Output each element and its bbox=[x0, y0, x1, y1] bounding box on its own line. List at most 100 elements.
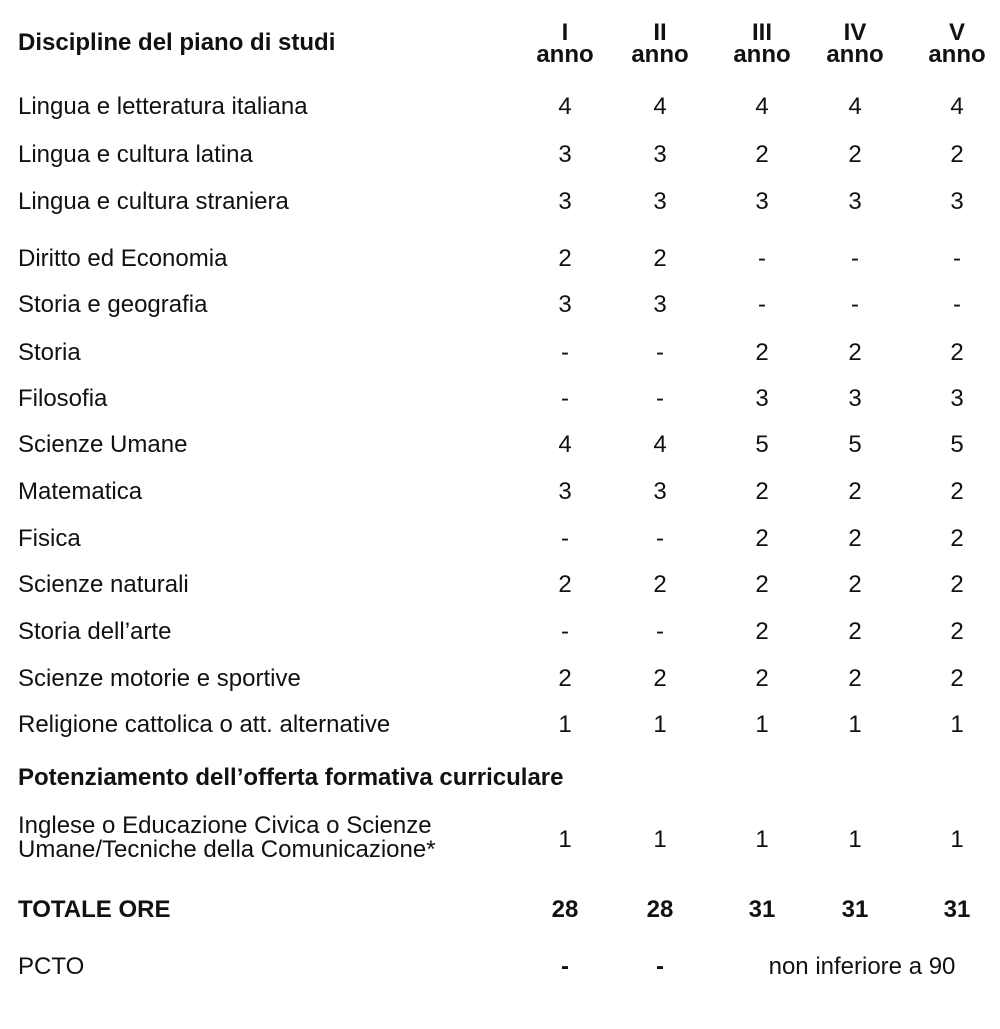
row-value: 2 bbox=[558, 665, 572, 692]
row-value: 2 bbox=[755, 525, 769, 552]
row-value: 2 bbox=[653, 665, 667, 692]
column-numeral: I bbox=[561, 19, 569, 46]
row-name: Storia e geografia bbox=[18, 291, 208, 318]
row-value: 2 bbox=[848, 618, 862, 645]
extra-value: 1 bbox=[653, 826, 667, 853]
row-value: 2 bbox=[848, 525, 862, 552]
row-name: Lingua e cultura latina bbox=[18, 141, 253, 168]
row-value: 3 bbox=[558, 188, 572, 215]
row-value: 2 bbox=[755, 478, 769, 505]
row-value: 3 bbox=[848, 188, 862, 215]
row-name: Scienze Umane bbox=[18, 431, 188, 458]
row-value: 3 bbox=[848, 385, 862, 412]
row-value: 4 bbox=[950, 93, 964, 120]
row-value: 4 bbox=[558, 431, 572, 458]
row-value: - bbox=[758, 245, 766, 272]
row-name: Scienze naturali bbox=[18, 571, 189, 598]
row-value: 1 bbox=[950, 711, 964, 738]
extra-name: Inglese o Educazione Civica o Scienze bbox=[18, 812, 432, 839]
row-value: 4 bbox=[848, 93, 862, 120]
row-value: 2 bbox=[755, 665, 769, 692]
row-value: - bbox=[851, 291, 859, 318]
row-value: 2 bbox=[848, 478, 862, 505]
row-value: 2 bbox=[950, 618, 964, 645]
row-value: 3 bbox=[653, 478, 667, 505]
row-value: 3 bbox=[558, 291, 572, 318]
row-value: - bbox=[656, 339, 664, 366]
extra-value: 1 bbox=[558, 826, 572, 853]
row-value: - bbox=[561, 339, 569, 366]
total-value: 31 bbox=[943, 896, 971, 923]
row-value: - bbox=[656, 385, 664, 412]
extra-value: 1 bbox=[755, 826, 769, 853]
row-value: 3 bbox=[950, 385, 964, 412]
column-numeral: IV bbox=[843, 19, 867, 46]
row-value: - bbox=[561, 618, 569, 645]
row-value: - bbox=[953, 291, 961, 318]
row-value: 3 bbox=[653, 141, 667, 168]
total-value: 31 bbox=[841, 896, 869, 923]
column-unit: anno bbox=[733, 41, 791, 68]
row-value: 3 bbox=[653, 188, 667, 215]
total-value: 28 bbox=[551, 896, 579, 923]
column-unit: anno bbox=[631, 41, 689, 68]
row-value: - bbox=[656, 525, 664, 552]
row-value: 2 bbox=[848, 665, 862, 692]
row-value: 1 bbox=[653, 711, 667, 738]
row-name: Lingua e cultura straniera bbox=[18, 188, 289, 215]
row-value: 2 bbox=[950, 665, 964, 692]
row-value: 2 bbox=[950, 141, 964, 168]
row-value: 4 bbox=[653, 431, 667, 458]
row-value: 4 bbox=[558, 93, 572, 120]
total-value: 31 bbox=[748, 896, 776, 923]
row-value: - bbox=[851, 245, 859, 272]
pcto-value: - bbox=[656, 953, 664, 980]
row-value: 4 bbox=[653, 93, 667, 120]
total-label: TOTALE ORE bbox=[18, 896, 171, 923]
row-value: 5 bbox=[755, 431, 769, 458]
pcto-label: PCTO bbox=[18, 953, 85, 980]
row-value: 2 bbox=[558, 245, 572, 272]
row-value: 3 bbox=[653, 291, 667, 318]
row-name: Diritto ed Economia bbox=[18, 245, 228, 272]
column-unit: anno bbox=[928, 41, 986, 68]
row-value: 2 bbox=[755, 571, 769, 598]
row-value: - bbox=[656, 618, 664, 645]
row-value: - bbox=[953, 245, 961, 272]
row-value: 3 bbox=[558, 478, 572, 505]
row-value: 2 bbox=[653, 245, 667, 272]
column-unit: anno bbox=[826, 41, 884, 68]
row-value: - bbox=[561, 525, 569, 552]
row-value: 4 bbox=[755, 93, 769, 120]
column-numeral: V bbox=[948, 19, 966, 46]
row-value: 3 bbox=[558, 141, 572, 168]
row-value: 2 bbox=[755, 618, 769, 645]
row-value: 2 bbox=[755, 339, 769, 366]
row-value: 1 bbox=[848, 711, 862, 738]
extra-value: 1 bbox=[950, 826, 964, 853]
row-value: 2 bbox=[755, 141, 769, 168]
total-value: 28 bbox=[646, 896, 674, 923]
row-value: - bbox=[758, 291, 766, 318]
row-value: 5 bbox=[950, 431, 964, 458]
extra-value: 1 bbox=[848, 826, 862, 853]
extra-name: Umane/Tecniche della Comunicazione* bbox=[18, 836, 436, 863]
row-value: 2 bbox=[950, 525, 964, 552]
row-value: 1 bbox=[558, 711, 572, 738]
row-name: Filosofia bbox=[18, 385, 108, 412]
row-name: Scienze motorie e sportive bbox=[18, 665, 301, 692]
row-value: 2 bbox=[950, 478, 964, 505]
pcto-note: non inferiore a 90 bbox=[768, 953, 956, 980]
row-name: Lingua e letteratura italiana bbox=[18, 93, 308, 120]
row-name: Fisica bbox=[18, 525, 81, 552]
column-unit: anno bbox=[536, 41, 594, 68]
row-value: - bbox=[561, 385, 569, 412]
row-value: 2 bbox=[950, 571, 964, 598]
column-numeral: II bbox=[653, 19, 667, 46]
row-value: 3 bbox=[950, 188, 964, 215]
row-name: Matematica bbox=[18, 478, 143, 505]
row-value: 2 bbox=[848, 571, 862, 598]
row-value: 2 bbox=[558, 571, 572, 598]
row-value: 2 bbox=[653, 571, 667, 598]
